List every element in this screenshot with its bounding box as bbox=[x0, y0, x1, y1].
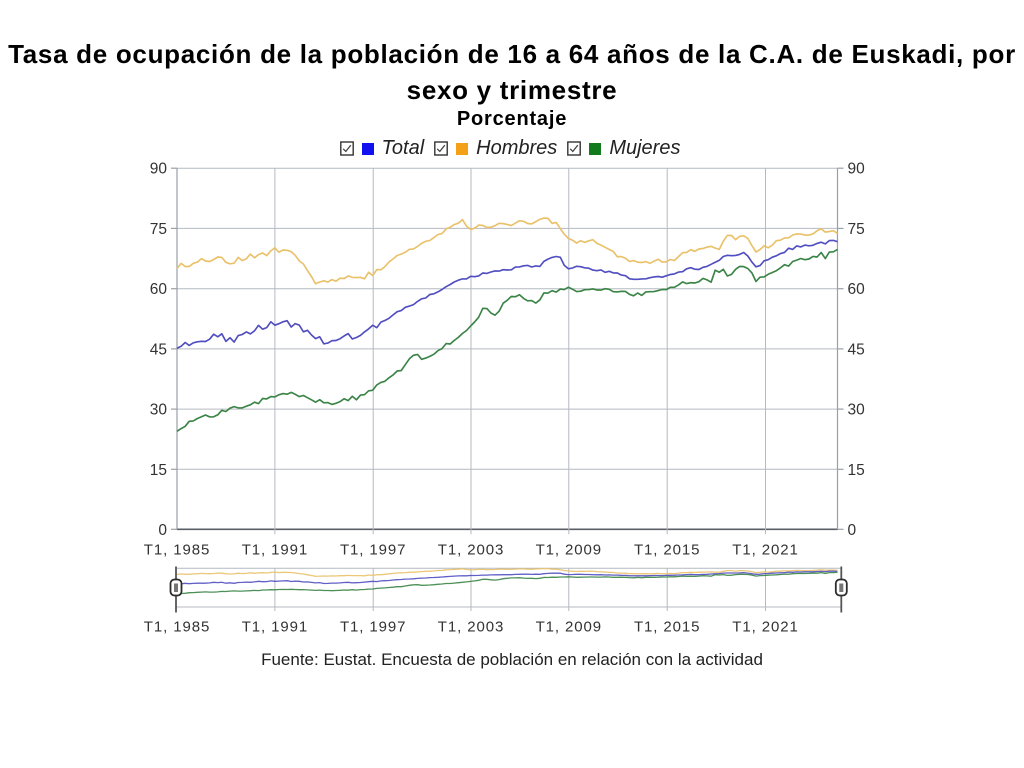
svg-text:T1, 1997: T1, 1997 bbox=[340, 619, 406, 636]
svg-text:45: 45 bbox=[150, 341, 167, 358]
svg-text:45: 45 bbox=[848, 341, 865, 358]
svg-text:75: 75 bbox=[848, 221, 865, 238]
svg-text:0: 0 bbox=[158, 522, 167, 539]
svg-text:T1, 2009: T1, 2009 bbox=[536, 619, 602, 636]
svg-text:T1, 2009: T1, 2009 bbox=[536, 542, 602, 559]
svg-text:60: 60 bbox=[848, 281, 866, 298]
svg-text:T1, 2003: T1, 2003 bbox=[438, 542, 504, 559]
svg-text:30: 30 bbox=[150, 402, 168, 419]
svg-text:75: 75 bbox=[150, 221, 167, 238]
svg-text:T1, 2015: T1, 2015 bbox=[634, 542, 700, 559]
svg-text:30: 30 bbox=[848, 402, 866, 419]
svg-text:T1, 1985: T1, 1985 bbox=[144, 542, 210, 559]
svg-text:0: 0 bbox=[848, 522, 857, 539]
svg-text:T1, 1997: T1, 1997 bbox=[340, 542, 406, 559]
svg-text:T1, 2015: T1, 2015 bbox=[634, 619, 700, 636]
svg-text:15: 15 bbox=[150, 462, 167, 479]
svg-text:T1, 1991: T1, 1991 bbox=[242, 542, 308, 559]
svg-text:T1, 2003: T1, 2003 bbox=[438, 619, 504, 636]
svg-text:90: 90 bbox=[150, 161, 168, 178]
svg-text:60: 60 bbox=[150, 281, 168, 298]
svg-text:T1, 2021: T1, 2021 bbox=[732, 619, 798, 636]
svg-text:T1, 1991: T1, 1991 bbox=[242, 619, 308, 636]
svg-text:15: 15 bbox=[848, 462, 865, 479]
svg-text:T1, 1985: T1, 1985 bbox=[144, 619, 210, 636]
svg-text:90: 90 bbox=[848, 161, 866, 178]
svg-text:T1, 2021: T1, 2021 bbox=[732, 542, 798, 559]
